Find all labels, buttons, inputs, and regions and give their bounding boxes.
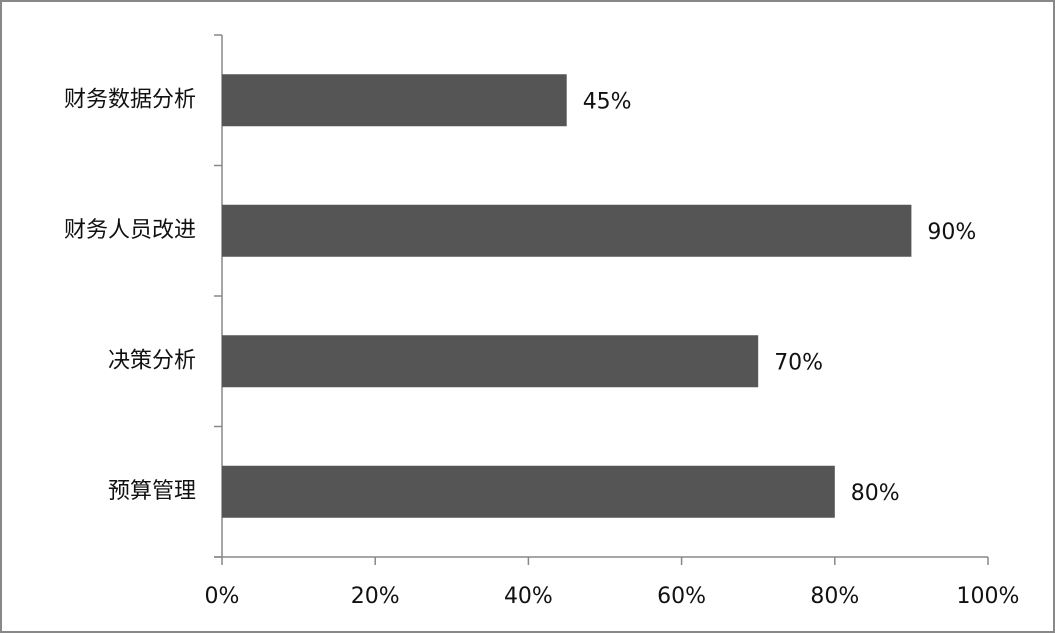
value-label: 90% bbox=[927, 220, 976, 245]
bar bbox=[222, 465, 835, 518]
x-tick-label: 40% bbox=[504, 584, 553, 609]
bar bbox=[222, 74, 567, 127]
y-tick-label: 预算管理 bbox=[108, 479, 196, 504]
bar bbox=[222, 335, 759, 388]
x-tick-label: 0% bbox=[205, 584, 240, 609]
x-tick-label: 20% bbox=[351, 584, 400, 609]
x-tick-label: 100% bbox=[957, 584, 1020, 609]
y-tick-label: 财务人员改进 bbox=[64, 218, 196, 243]
x-tick-label: 60% bbox=[657, 584, 706, 609]
value-label: 80% bbox=[851, 481, 900, 506]
value-label: 70% bbox=[774, 350, 823, 375]
y-tick-label: 决策分析 bbox=[108, 348, 196, 373]
value-label: 45% bbox=[583, 89, 632, 114]
bar bbox=[222, 204, 912, 257]
x-tick-label: 80% bbox=[810, 584, 859, 609]
y-tick-label: 财务数据分析 bbox=[64, 87, 196, 112]
